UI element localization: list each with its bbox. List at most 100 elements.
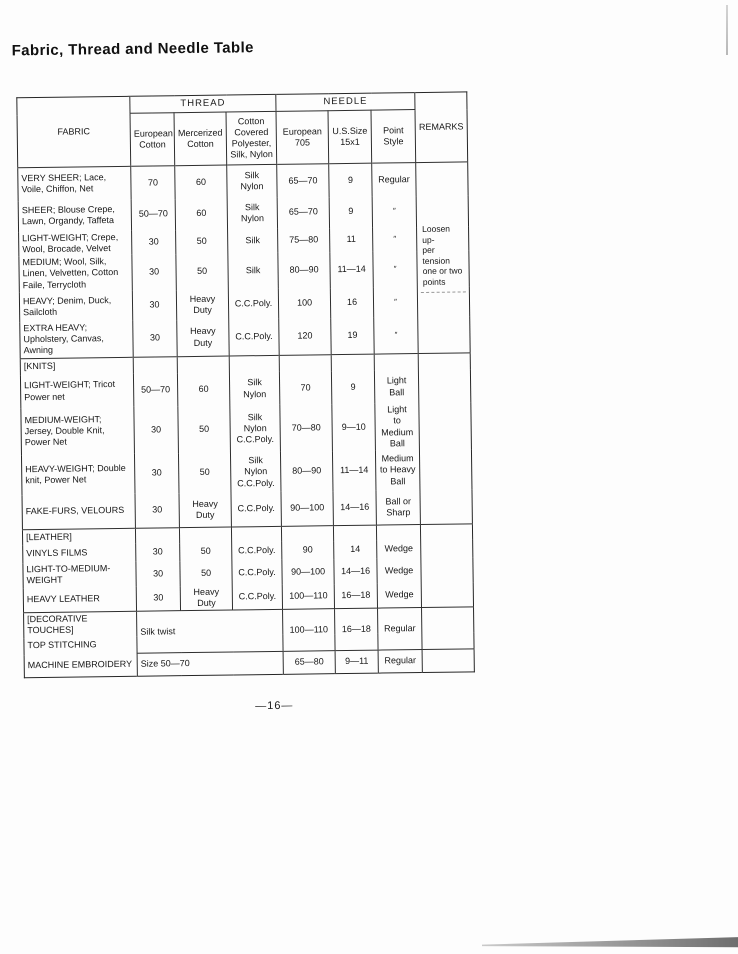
cell-european-705: 65—70 xyxy=(276,163,330,198)
cell-point-style: Wedge xyxy=(377,582,422,609)
cell-mercerized-cotton: Heavy Duty xyxy=(176,289,229,320)
cell-cotton-covered: C.C.Poly. xyxy=(230,491,282,527)
cell-mercerized-cotton: 50 xyxy=(179,560,233,586)
section-label-row: [DECORATIVE TOUCHES] Silk twist 100—110 … xyxy=(23,606,475,654)
cell-cotton-covered: C.C.Poly. xyxy=(231,559,283,586)
page-number: —16— xyxy=(255,699,294,713)
cell-mercerized-cotton: 60 xyxy=(177,372,230,407)
empty-cell xyxy=(331,353,375,372)
column-header-us-size: U.S.Size 15x1 xyxy=(328,110,372,164)
cell-european-705: 90—100 xyxy=(281,559,335,585)
cell-fabric: LIGHT-TO-MEDIUM- WEIGHT xyxy=(26,563,111,586)
empty-cell xyxy=(376,524,421,541)
cell-cotton-covered: C.C.Poly. xyxy=(228,318,280,356)
cell-us-size: 14—16 xyxy=(333,558,378,584)
column-header-european-705: European 705 xyxy=(276,110,329,165)
cell-us-size: 9 xyxy=(329,196,373,228)
cell-us-size: 11—14 xyxy=(332,450,377,492)
table-row: MEDIUM-WEIGHT; Jersey, Double Knit, Powe… xyxy=(21,402,472,455)
cell-european-cotton: 50—70 xyxy=(133,373,178,407)
scan-artifact-vertical-line xyxy=(726,5,728,55)
cell-european-705: 75—80 xyxy=(277,227,330,253)
column-group-needle: NEEDLE xyxy=(275,92,416,112)
section-label-decorative-touches: [DECORATIVE TOUCHES] xyxy=(23,611,137,638)
cell-mercerized-cotton: 50 xyxy=(178,452,231,494)
cell-european-705: 80—90 xyxy=(277,252,331,289)
column-header-european-cotton: European Cotton xyxy=(130,112,175,167)
cell-us-size: 16 xyxy=(330,287,374,318)
empty-cell xyxy=(135,527,180,544)
cell-mercerized-cotton: 60 xyxy=(175,198,228,230)
cell-european-cotton: 30 xyxy=(131,254,177,291)
cell-european-705: 65—80 xyxy=(283,650,336,675)
cell-point-style-ditto: ″ xyxy=(372,226,417,252)
cell-european-cotton: 30 xyxy=(132,289,177,321)
cell-european-705: 120 xyxy=(278,317,332,355)
cell-mercerized-cotton: 50 xyxy=(175,229,228,255)
cell-mercerized-cotton: Heavy Duty xyxy=(180,585,233,611)
cell-point-style: Wedge xyxy=(376,558,422,584)
cell-remarks xyxy=(418,352,473,525)
table-row: MEDIUM; Wool, Silk, Linen, Velvetten, Co… xyxy=(19,250,469,292)
cell-point-style: Medium to Heavy Ball xyxy=(375,450,421,491)
column-header-cotton-covered: Cotton Covered Polyester, Silk, Nylon xyxy=(226,111,277,166)
cell-remarks xyxy=(422,648,475,673)
cell-cotton-covered: Silk Nylon C.C.Poly. xyxy=(230,451,282,493)
remark-note: Loosen up- per tension one or two points xyxy=(420,222,466,293)
table-row: MACHINE EMBROIDERY Size 50—70 65—80 9—11… xyxy=(24,648,475,678)
cell-european-705: 100 xyxy=(278,287,331,319)
cell-point-style-ditto: ″ xyxy=(372,251,418,288)
column-group-thread: THREAD xyxy=(129,94,277,114)
scan-artifact-page-edge xyxy=(482,937,738,948)
cell-point-style: Light Ball xyxy=(374,370,419,404)
cell-us-size: 11 xyxy=(329,227,373,253)
cell-point-style-ditto: ″ xyxy=(372,195,417,228)
cell-fabric: MACHINE EMBROIDERY xyxy=(27,658,133,671)
cell-us-size: 16—18 xyxy=(334,583,378,609)
empty-cell xyxy=(374,353,419,371)
column-header-fabric: FABRIC xyxy=(16,96,131,168)
cell-remarks: Loosen up- per tension one or two points xyxy=(415,161,471,354)
cell-mercerized-cotton: 60 xyxy=(174,165,228,199)
cell-point-style-ditto: ″ xyxy=(373,316,419,354)
cell-mercerized-cotton: 50 xyxy=(177,405,231,454)
cell-european-cotton: 30 xyxy=(135,543,180,562)
cell-cotton-covered: Silk xyxy=(227,252,279,290)
cell-european-cotton: 30 xyxy=(134,453,179,494)
cell-european-cotton: 70 xyxy=(130,165,176,200)
empty-cell xyxy=(281,525,334,542)
page-title: Fabric, Thread and Needle Table xyxy=(11,39,254,60)
cell-cotton-covered: C.C.Poly. xyxy=(232,584,283,610)
column-header-point-style: Point Style xyxy=(371,109,416,164)
cell-remarks xyxy=(421,606,475,650)
empty-cell xyxy=(179,526,232,544)
cell-cotton-covered: Silk Nylon xyxy=(229,371,280,406)
cell-us-size: 9 xyxy=(328,163,373,197)
cell-remarks xyxy=(420,523,474,608)
cell-fabric: HEAVY; Denim, Duck, Sailcloth xyxy=(22,294,112,317)
cell-us-size: 14—16 xyxy=(333,490,377,526)
cell-european-705: 100—110 xyxy=(282,583,335,610)
empty-cell xyxy=(177,355,230,374)
cell-fabric: LIGHT-WEIGHT; Tricot Power net xyxy=(24,379,116,402)
cell-mercerized-cotton: 50 xyxy=(179,542,232,562)
cell-fabric: FAKE-FURS, VELOURS xyxy=(25,505,125,517)
cell-european-705: 70 xyxy=(279,371,332,405)
cell-fabric: HEAVY LEATHER xyxy=(26,593,100,605)
cell-cotton-covered: Silk Nylon xyxy=(226,164,278,199)
empty-cell xyxy=(279,354,332,372)
cell-point-style: Light to Medium Ball xyxy=(374,403,420,451)
cell-us-size: 14 xyxy=(333,540,377,560)
column-header-remarks: REMARKS xyxy=(414,91,468,163)
cell-fabric: VERY SHEER; Lace, Voile, Chiffon, Net xyxy=(21,172,107,195)
empty-cell xyxy=(229,354,280,373)
table-row: EXTRA HEAVY; Upholstery, Canvas, Awning … xyxy=(20,316,470,358)
cell-cotton-covered: Silk xyxy=(227,228,278,254)
cell-us-size: 9 xyxy=(331,370,375,405)
cell-cotton-covered: C.C.Poly. xyxy=(231,541,282,561)
cell-cotton-covered: Silk Nylon C.C.Poly. xyxy=(229,404,281,453)
section-label-knits: [KNITS] xyxy=(20,356,134,376)
cell-fabric: HEAVY-WEIGHT; Double knit, Power Net xyxy=(25,462,126,486)
cell-mercerized-cotton: 50 xyxy=(175,253,229,290)
